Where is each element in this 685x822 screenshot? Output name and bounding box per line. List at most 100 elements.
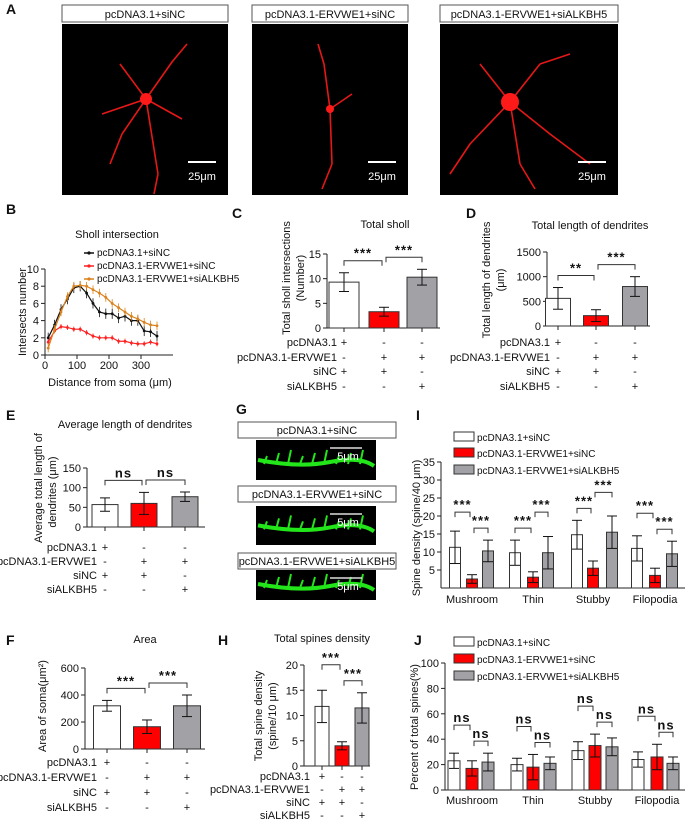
image-label: pcDNA3.1+siNC	[105, 9, 185, 21]
condition-row-label: pcDNA3.1	[260, 771, 310, 783]
spine-stain	[275, 576, 280, 589]
significance-bracket	[385, 256, 423, 263]
condition-sign: -	[145, 802, 149, 814]
condition-sign: -	[633, 337, 637, 349]
data-point	[98, 291, 101, 295]
panel-letter-F: F	[6, 632, 15, 648]
condition-row-label: pcDNA3.1-ERVWE1	[450, 352, 550, 364]
significance-label: ***	[344, 666, 362, 681]
y-tick-label: 15	[309, 249, 321, 261]
condition-sign: +	[339, 784, 345, 796]
y-axis-label: Total length of dendrites	[481, 221, 493, 338]
x-tick-label: 100	[68, 360, 86, 372]
condition-sign: +	[184, 772, 190, 784]
y-tick-label: 0	[75, 522, 81, 534]
spine-stain	[299, 521, 304, 530]
significance-bracket	[454, 511, 471, 518]
condition-sign: -	[420, 337, 424, 349]
y-tick-label: 60	[427, 709, 439, 721]
significance-label: ns	[534, 727, 551, 742]
y-axis-label-unit: (spine/10 μm)	[267, 682, 279, 749]
panel-letter-A: A	[6, 1, 16, 17]
y-tick-label: 1500	[517, 247, 541, 259]
spine-stain	[335, 521, 340, 530]
legend-label: pcDNA3.1-ERVWE1+siALKBH5	[477, 672, 620, 683]
y-tick-label: 50	[69, 502, 81, 514]
data-point	[104, 312, 108, 316]
data-point	[104, 295, 108, 299]
condition-row-label: pcDNA3.1-ERVWE1	[237, 352, 337, 364]
condition-sign: +	[359, 784, 365, 796]
significance-bracket	[637, 715, 656, 722]
condition-sign: +	[141, 570, 147, 582]
y-tick-label: 80	[427, 683, 439, 695]
significance-label: ***	[395, 242, 413, 257]
data-point	[104, 336, 108, 340]
significance-bracket	[321, 664, 341, 670]
condition-sign: +	[381, 352, 387, 364]
significance-label: ns	[638, 701, 655, 716]
series-line	[47, 285, 158, 339]
spine-stain	[335, 579, 340, 589]
condition-sign: -	[142, 584, 146, 596]
category-label: Stubby	[578, 795, 613, 807]
significance-label: ***	[159, 668, 177, 683]
condition-sign: +	[419, 381, 425, 393]
neuron-image-panel: pcDNA3.1+siNC 25μm	[61, 4, 229, 195]
image-label-box	[61, 4, 229, 23]
condition-sign: -	[360, 771, 364, 783]
legend-label: pcDNA3.1-ERVWE1+siNC	[97, 261, 215, 272]
significance-bracket	[557, 275, 595, 281]
scale-bar-label: 5μm	[337, 517, 359, 529]
spine-stain	[287, 449, 292, 465]
scale-bar-label: 5μm	[337, 451, 359, 463]
significance-label: ***	[532, 497, 550, 512]
category-label: Filopodia	[635, 795, 681, 807]
condition-sign: +	[359, 810, 365, 822]
y-tick-label: 30	[423, 475, 435, 487]
condition-sign: -	[320, 784, 324, 796]
legend-label: pcDNA3.1+siNC	[477, 638, 550, 649]
chart-title: Total spines density	[274, 633, 370, 645]
condition-row-label: pcDNA3.1	[500, 337, 550, 349]
y-tick-label: 40	[427, 734, 439, 746]
dendrite-stain	[257, 457, 376, 468]
legend-swatch	[453, 447, 475, 458]
condition-row-label: siNC	[286, 797, 310, 809]
y-tick-label: 8	[33, 281, 39, 293]
condition-sign: +	[141, 556, 147, 568]
chart-title: Area	[133, 634, 157, 646]
condition-sign: -	[342, 381, 346, 393]
data-point	[98, 310, 101, 314]
condition-sign: -	[633, 366, 637, 378]
data-point	[91, 334, 95, 338]
legend-label: pcDNA3.1-ERVWE1+siALKBH5	[477, 466, 620, 477]
x-tick-label: 0	[42, 360, 48, 372]
y-tick-label: 500	[523, 296, 541, 308]
spine-stain	[263, 455, 268, 465]
chart-title: Sholl intersection	[75, 229, 159, 241]
significance-bracket	[534, 511, 549, 518]
condition-sign: -	[105, 772, 109, 784]
chart-title: Total sholl	[361, 219, 410, 231]
category-label: Thin	[522, 795, 543, 807]
significance-bracket	[658, 731, 674, 738]
panel-letter-C: C	[232, 205, 242, 221]
condition-sign: +	[104, 787, 110, 799]
y-tick-label: 100	[63, 483, 81, 495]
condition-sign: -	[145, 757, 149, 769]
significance-label: ns	[453, 710, 470, 725]
scale-bar-label: 5μm	[337, 581, 359, 593]
data-point	[155, 324, 159, 328]
y-tick-label: 5	[315, 298, 321, 310]
data-point	[110, 312, 114, 316]
significance-label: ***	[607, 250, 625, 265]
y-tick-label: 2	[33, 333, 39, 345]
significance-bracket	[343, 680, 363, 686]
panel-letter-D: D	[466, 205, 476, 221]
condition-sign: +	[184, 802, 190, 814]
y-tick-label: 400	[61, 690, 79, 702]
data-point	[149, 323, 153, 327]
